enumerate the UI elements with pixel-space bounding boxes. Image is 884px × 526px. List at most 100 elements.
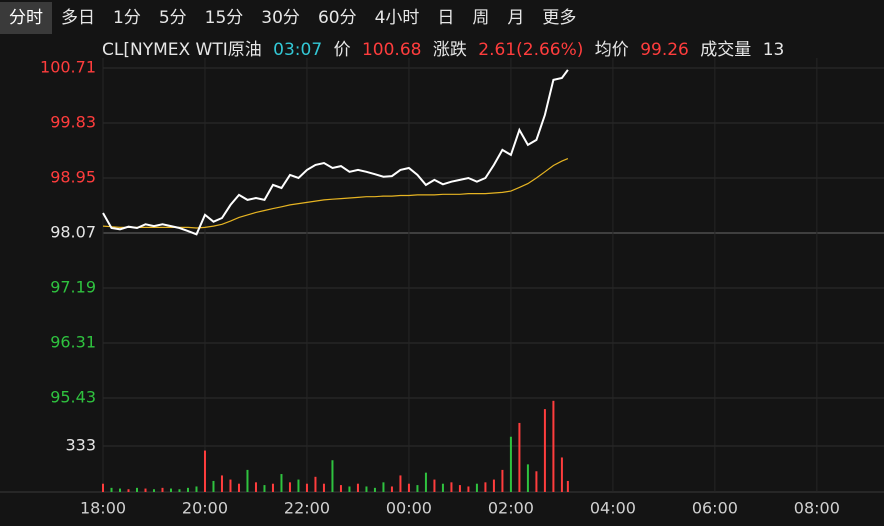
- period-tabs: 分时 多日 1分 5分 15分 30分 60分 4小时日周月更多: [0, 2, 585, 34]
- volume-bar: [467, 486, 470, 492]
- volume-label: 成交量: [700, 40, 752, 60]
- change-label: 涨跌: [432, 40, 467, 60]
- volume-bar: [433, 479, 436, 492]
- period-tab[interactable]: 4小时: [374, 8, 420, 28]
- volume-bar: [169, 488, 172, 492]
- period-tab[interactable]: 月: [507, 8, 525, 28]
- x-tick-label: 00:00: [386, 499, 432, 518]
- volume-bar: [297, 479, 300, 492]
- price-label: 价: [333, 40, 351, 60]
- period-tab[interactable]: 周: [472, 8, 490, 28]
- period-tab[interactable]: 多日: [61, 8, 95, 28]
- volume-bar: [229, 479, 232, 492]
- volume-bar: [484, 482, 487, 492]
- volume-bar: [441, 483, 444, 492]
- volume-bar: [509, 436, 512, 492]
- volume-bar: [416, 485, 419, 492]
- y-tick-label: 95.43: [50, 388, 96, 407]
- volume-bar: [263, 485, 266, 492]
- volume-bar: [356, 483, 359, 492]
- volume-bar: [560, 457, 563, 492]
- volume-bar: [305, 483, 308, 492]
- volume-bar: [178, 489, 181, 492]
- change: 2.61(2.66%): [478, 40, 584, 60]
- volume-bar: [424, 472, 427, 492]
- period-tab[interactable]: 30分: [261, 8, 300, 28]
- volume-bar: [314, 476, 317, 492]
- volume-bar: [373, 487, 376, 492]
- volume-bar: [152, 489, 155, 492]
- period-tab[interactable]: 15分: [204, 8, 244, 28]
- time: 03:07: [273, 40, 323, 60]
- avg-label: 均价: [594, 40, 629, 60]
- volume-bar: [280, 474, 283, 492]
- volume-bar: [237, 483, 240, 492]
- volume-bar: [135, 487, 138, 492]
- volume-bar: [212, 480, 215, 492]
- volume-bar: [322, 483, 325, 492]
- volume: 13: [762, 40, 785, 60]
- quote-header: CL[NYMEX WTI原油 03:07 价 100.68 涨跌 2.61(2.…: [102, 38, 790, 62]
- volume-bar: [195, 486, 198, 492]
- y-tick-label: 333: [65, 436, 96, 455]
- avg: 99.26: [640, 40, 689, 60]
- volume-bar: [543, 409, 546, 492]
- volume-bar: [246, 469, 249, 492]
- period-tab[interactable]: 分时: [0, 2, 52, 34]
- volume-bar: [552, 400, 555, 492]
- price-line: [102, 158, 569, 229]
- volume-bar: [331, 460, 334, 492]
- period-tab[interactable]: 1分: [113, 8, 141, 28]
- volume-bar: [127, 489, 130, 492]
- x-tick-label: 08:00: [794, 499, 840, 518]
- volume-bar: [450, 482, 453, 492]
- volume-bar: [203, 450, 206, 492]
- volume-bar: [501, 469, 504, 492]
- y-tick-label: 98.07: [50, 223, 96, 242]
- period-tab[interactable]: 60分: [317, 8, 357, 28]
- volume-bar: [458, 485, 461, 492]
- x-tick-label: 02:00: [488, 499, 534, 518]
- volume-bar: [518, 422, 521, 492]
- volume-bar: [407, 483, 410, 492]
- symbol: CL[NYMEX WTI原油: [102, 40, 262, 60]
- x-tick-label: 20:00: [182, 499, 228, 518]
- y-tick-label: 96.31: [50, 333, 96, 352]
- volume-bar: [399, 475, 402, 492]
- volume-bar: [102, 483, 104, 492]
- period-tab[interactable]: 日: [437, 8, 455, 28]
- volume-bar: [339, 485, 342, 492]
- volume-bar: [161, 487, 164, 492]
- volume-bar: [288, 482, 291, 492]
- volume-bar: [348, 486, 351, 492]
- x-tick-label: 06:00: [692, 499, 738, 518]
- y-tick-label: 99.83: [50, 113, 96, 132]
- volume-bar: [118, 488, 121, 492]
- volume-bar: [566, 480, 569, 492]
- x-tick-label: 18:00: [80, 499, 126, 518]
- volume-bar: [382, 482, 385, 492]
- volume-bar: [110, 487, 113, 492]
- x-tick-label: 04:00: [590, 499, 636, 518]
- volume-bar: [186, 487, 189, 492]
- volume-bar: [144, 488, 147, 492]
- period-tab[interactable]: 更多: [542, 8, 577, 28]
- volume-bar: [526, 464, 529, 492]
- y-tick-label: 98.95: [50, 168, 96, 187]
- volume-bar: [220, 475, 223, 492]
- volume-bar: [475, 483, 478, 492]
- volume-bar: [365, 486, 368, 492]
- x-tick-label: 22:00: [284, 499, 330, 518]
- volume-bar: [535, 471, 538, 492]
- period-tab[interactable]: 5分: [158, 8, 187, 28]
- price: 100.68: [361, 40, 422, 60]
- y-tick-label: 97.19: [50, 278, 96, 297]
- volume-bar: [390, 486, 393, 492]
- volume-bar: [254, 482, 257, 492]
- volume-bar: [492, 479, 495, 492]
- volume-bar: [271, 483, 274, 492]
- y-tick-label: 100.71: [40, 58, 96, 77]
- price-line: [102, 69, 569, 236]
